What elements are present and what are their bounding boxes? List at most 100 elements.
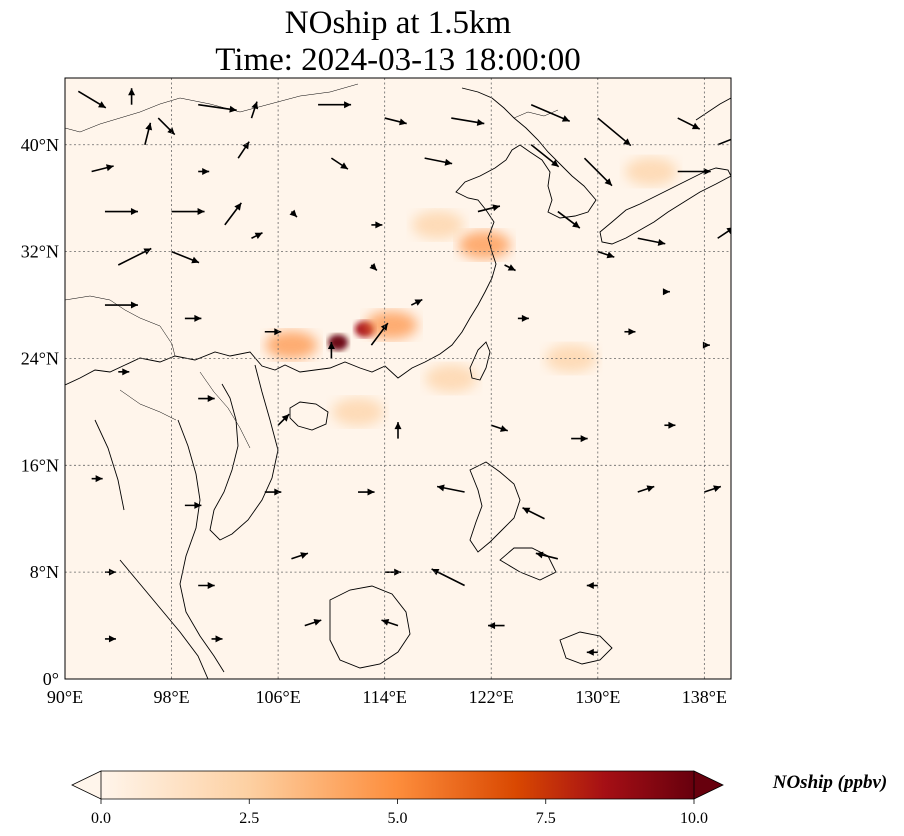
wind-arrow	[597, 117, 632, 147]
colorbar-ticks: 0.0 2.5 5.0 7.5 10.0	[91, 799, 708, 827]
wind-arrow	[530, 103, 571, 122]
colorbar-tick-label: 2.5	[239, 810, 259, 827]
latitude-tick-label: 0°	[43, 669, 59, 689]
longitude-tick-label: 106°E	[256, 687, 301, 707]
wind-arrow	[291, 552, 309, 560]
wind-arrow	[477, 204, 501, 213]
wind-arrow	[91, 164, 114, 173]
map-title-line1: NOship at 1.5km	[285, 5, 512, 41]
colorbar-tick-label: 7.5	[536, 810, 556, 827]
latitude-tick-label: 40°N	[21, 135, 59, 155]
wind-arrow	[104, 301, 138, 309]
colorbar-max-extend	[693, 770, 724, 800]
wind-arrow	[198, 103, 237, 113]
longitude-tick-label: 138°E	[682, 687, 727, 707]
concentration-hotspot	[411, 210, 464, 239]
wind-arrow	[171, 250, 200, 264]
colorbar-gradient	[101, 771, 694, 799]
wind-arrow	[597, 250, 615, 259]
longitude-ticks: 90°E 98°E 106°E 114°E 122°E 130°E 138°E	[47, 687, 727, 707]
wind-arrow	[381, 618, 399, 627]
wind-arrow	[717, 227, 731, 239]
wind-arrow	[424, 157, 453, 166]
wind-arrow	[184, 314, 202, 322]
wind-arrow	[704, 485, 722, 493]
wind-arrow	[358, 488, 375, 496]
wind-arrow	[184, 501, 202, 509]
wind-arrow	[517, 314, 529, 322]
wind-arrow	[104, 208, 138, 216]
wind-arrow	[637, 485, 655, 493]
wind-arrow	[371, 221, 383, 229]
longitude-tick-label: 90°E	[47, 687, 83, 707]
wind-arrow	[571, 435, 588, 443]
longitude-tick-label: 114°E	[362, 687, 407, 707]
wind-arrow	[277, 413, 290, 426]
wind-arrow	[488, 622, 505, 630]
wind-arrow	[224, 202, 242, 226]
latitude-tick-label: 8°N	[30, 562, 59, 582]
wind-arrow	[144, 122, 153, 145]
wind-arrow	[394, 422, 402, 439]
wind-arrow	[702, 341, 710, 349]
wind-arrow	[677, 167, 711, 175]
map-frame	[64, 77, 732, 680]
wind-arrow	[436, 484, 465, 493]
concentration-hotspot	[365, 311, 418, 340]
colorbar-tick-label: 0.0	[91, 810, 111, 827]
wind-arrow	[384, 117, 407, 126]
wind-arrow	[677, 117, 701, 130]
wind-arrow	[637, 237, 666, 246]
wind-vectors	[77, 88, 731, 656]
wind-arrow	[118, 368, 130, 376]
concentration-hotspot	[265, 331, 318, 360]
longitude-tick-label: 122°E	[469, 687, 514, 707]
concentration-hotspot	[625, 157, 678, 186]
wind-arrow	[624, 328, 636, 336]
wind-arrow	[251, 232, 263, 240]
wind-arrow	[91, 475, 103, 483]
concentration-hotspot	[545, 344, 598, 373]
wind-arrow	[104, 635, 116, 643]
latitude-tick-label: 16°N	[21, 455, 59, 475]
wind-arrow	[128, 88, 136, 105]
wind-arrow	[198, 167, 210, 175]
wind-arrow	[535, 551, 559, 560]
wind-arrow	[171, 208, 205, 216]
concentration-hotspot	[332, 397, 385, 426]
wind-arrow	[369, 263, 378, 272]
map-area	[65, 78, 731, 679]
wind-arrow	[504, 264, 516, 272]
latitude-tick-label: 24°N	[21, 348, 59, 368]
wind-arrow	[530, 144, 560, 168]
latitude-tick-label: 32°N	[21, 242, 59, 262]
colorbar-tick-label: 10.0	[680, 810, 708, 827]
longitude-tick-label: 130°E	[575, 687, 620, 707]
longitude-tick-label: 98°E	[153, 687, 189, 707]
wind-arrow	[557, 210, 581, 229]
colorbar: 0.0 2.5 5.0 7.5 10.0 NOship (ppbv)	[71, 770, 888, 827]
wind-arrow	[157, 117, 176, 136]
wind-arrow	[586, 582, 598, 590]
wind-arrow	[327, 341, 335, 359]
wind-arrow	[318, 101, 352, 109]
concentration-hotspot	[425, 364, 478, 393]
colorbar-label: NOship (ppbv)	[772, 772, 888, 793]
wind-arrow	[490, 424, 508, 432]
wind-arrow	[522, 507, 545, 520]
wind-arrow	[330, 157, 349, 170]
wind-arrow	[211, 635, 223, 643]
colorbar-tick-label: 5.0	[388, 810, 408, 827]
wind-arrow	[289, 209, 298, 218]
colorbar-min-extend	[71, 770, 102, 800]
wind-arrow	[664, 421, 676, 429]
latitude-ticks: 0° 8°N 16°N 24°N 32°N 40°N	[21, 135, 59, 689]
concentration-hotspot	[458, 230, 511, 259]
wind-arrow	[410, 298, 423, 306]
wind-arrow	[583, 157, 613, 187]
wind-arrow	[198, 395, 215, 403]
wind-arrow	[237, 141, 250, 159]
wind-arrow	[304, 618, 322, 627]
coastlines	[65, 87, 731, 679]
